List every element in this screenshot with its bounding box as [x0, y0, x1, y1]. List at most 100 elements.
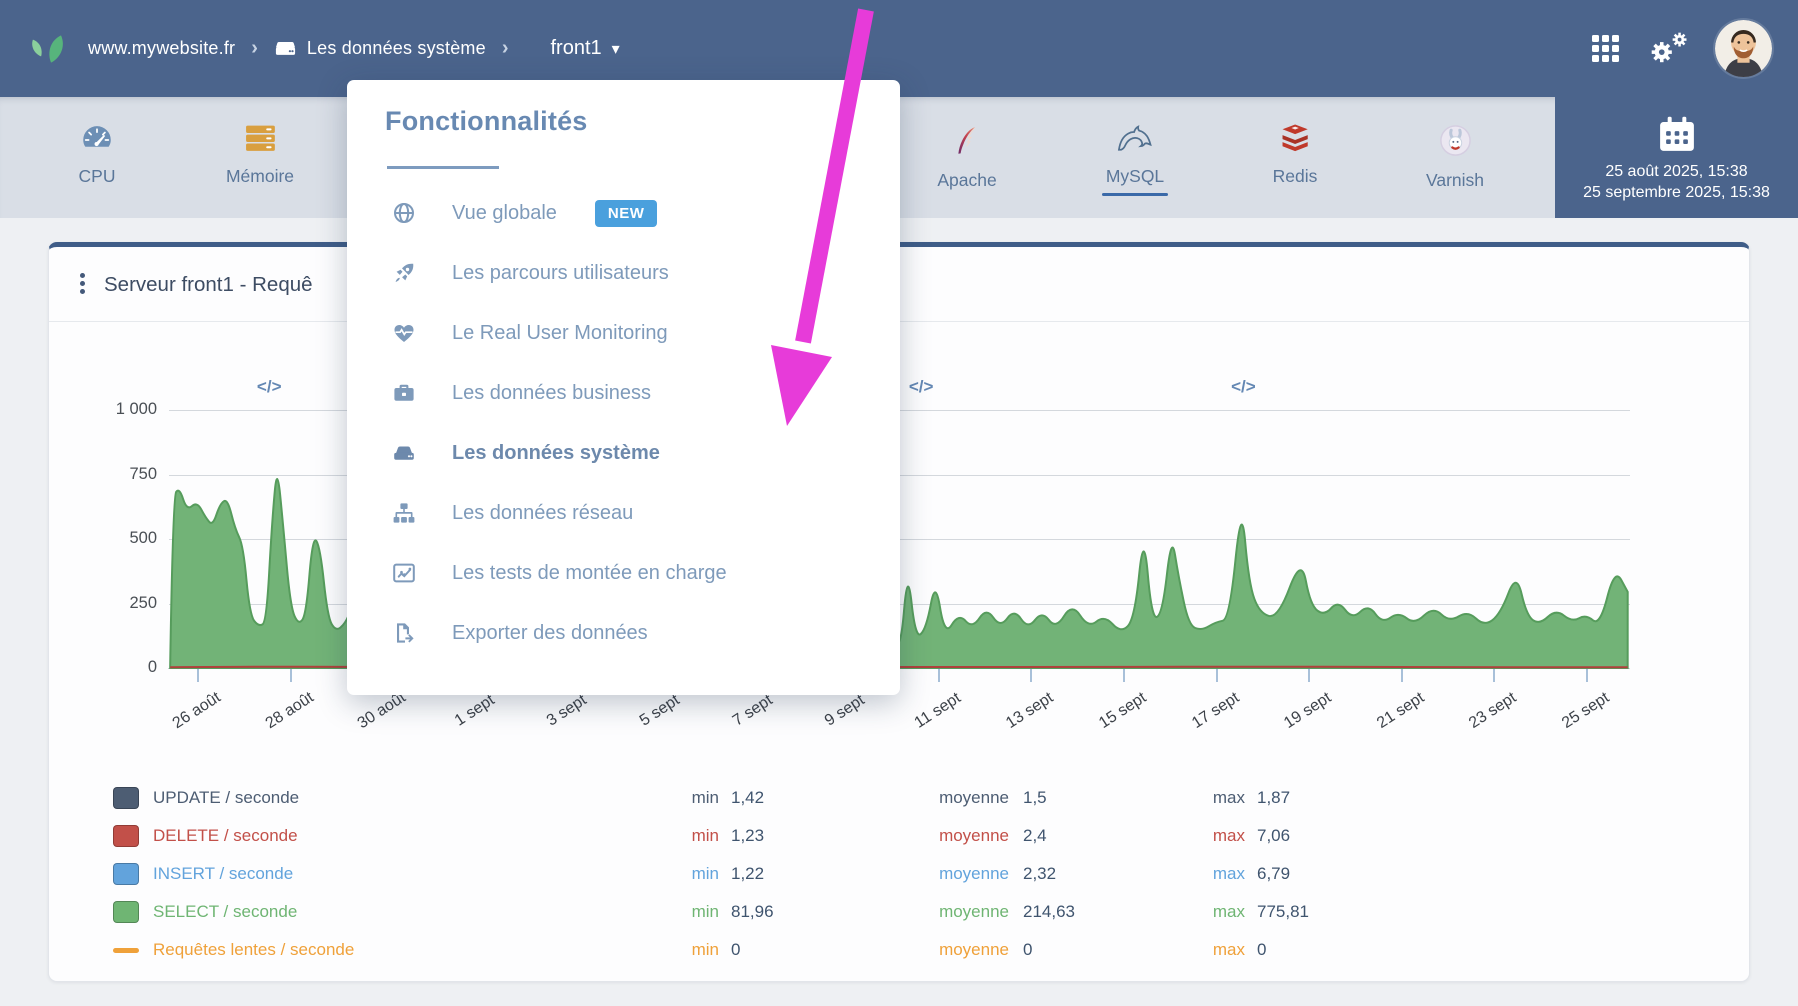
x-axis-tick-label: 15 sept	[1096, 689, 1150, 733]
x-axis-tick	[1123, 669, 1125, 682]
legend-color-chip	[113, 787, 139, 809]
legend-series-label: DELETE / seconde	[153, 826, 298, 845]
title-underline	[387, 166, 499, 169]
breadcrumb-section-label: Les données système	[306, 38, 486, 58]
x-axis-tick-label: 25 sept	[1559, 689, 1613, 733]
stat-label-min: min	[691, 826, 719, 845]
mysql-icon	[1114, 123, 1155, 159]
app-logo-leaf-icon[interactable]	[26, 26, 74, 72]
menu-item-exporter-des-donn-es[interactable]: Exporter des données	[347, 603, 900, 663]
tab-label: Mémoire	[225, 166, 295, 186]
date-range-picker[interactable]: 25 août 2025, 15:38 25 septembre 2025, 1…	[1555, 97, 1798, 218]
x-axis-tick	[197, 669, 199, 682]
chevron-right-icon: ›	[251, 37, 258, 59]
stat-value-moyenne: 2,4	[1023, 826, 1047, 845]
select-series-area	[169, 478, 1629, 669]
legend-row-update[interactable]: UPDATE / seconde min 1,42 moyenne 1,5 max 1,87	[49, 785, 1749, 815]
deployment-marker-code-icon[interactable]: </>	[908, 377, 934, 396]
x-axis-tick	[1400, 669, 1403, 682]
tab-redis[interactable]: Redis	[1272, 123, 1318, 187]
stat-label-moyenne: moyenne	[939, 788, 1009, 807]
menu-item-label: Exporter des données	[452, 621, 648, 644]
x-axis-tick	[1030, 669, 1033, 682]
legend-row-select[interactable]: SELECT / seconde min 81,96 moyenne 214,63 max…	[49, 899, 1749, 929]
x-axis-tick-label: 1 sept	[451, 691, 498, 730]
features-dropdown: Fonctionnalités Vue globale NEW Les parcou…	[347, 80, 900, 695]
menu-item-label: Les parcours utilisateurs	[452, 261, 669, 284]
memory-icon	[241, 123, 278, 159]
server-selector[interactable]: front1 ▾	[524, 37, 619, 60]
tab-mysql[interactable]: MySQL	[1106, 123, 1164, 187]
menu-item-les-parcours-utilisateurs[interactable]: Les parcours utilisateurs	[347, 243, 900, 303]
legend-row-insert[interactable]: INSERT / seconde min 1,22 moyenne 2,32 max 6,7…	[49, 861, 1749, 891]
deployment-marker-code-icon[interactable]: </>	[256, 377, 282, 396]
y-axis-tick-label: 0	[147, 658, 157, 676]
x-axis-tick-label: 17 sept	[1188, 689, 1242, 733]
tab-label: Apache	[937, 170, 997, 190]
y-axis-tick-label: 1 000	[115, 400, 157, 418]
tab-apache[interactable]: Apache	[937, 123, 997, 191]
legend-color-chip	[113, 948, 139, 953]
stat-value-max: 775,81	[1257, 902, 1309, 921]
server-icon	[274, 37, 297, 60]
menu-item-les-donn-es-business[interactable]: Les données business	[347, 363, 900, 423]
user-avatar[interactable]	[1715, 20, 1772, 77]
x-axis-tick-label: 23 sept	[1466, 689, 1520, 733]
globe-icon	[391, 201, 417, 225]
active-tab-indicator	[1102, 193, 1168, 196]
menu-item-label: Les données système	[452, 441, 660, 464]
legend-series-label: SELECT / seconde	[153, 902, 298, 921]
menu-item-vue-globale[interactable]: Vue globale NEW	[347, 183, 900, 243]
menu-item-label: Vue globale	[452, 201, 557, 224]
x-axis-tick-label: 7 sept	[729, 691, 776, 730]
y-axis-tick-label: 750	[129, 464, 157, 483]
x-axis-tick-label: 21 sept	[1373, 689, 1428, 733]
stat-value-min: 81,96	[731, 902, 774, 921]
stat-value-min: 1,42	[731, 788, 765, 807]
stat-label-min: min	[691, 864, 719, 883]
x-axis-tick-label: 13 sept	[1003, 689, 1057, 733]
x-axis-tick-label: 5 sept	[636, 691, 683, 730]
tab-varnish[interactable]: Varnish	[1426, 123, 1484, 191]
tab-cpu[interactable]: CPU	[79, 123, 116, 187]
stat-value-max: 6,79	[1257, 864, 1291, 883]
x-axis-tick-label: 26 août	[169, 688, 224, 733]
stat-label-max: max	[1212, 788, 1245, 807]
menu-item-label: Les données réseau	[452, 501, 634, 524]
stat-label-max: max	[1212, 826, 1245, 845]
heartbeat-icon	[391, 321, 417, 345]
stat-label-min: min	[691, 940, 719, 959]
breadcrumb-section[interactable]: Les données système	[274, 37, 486, 60]
legend-series-label: UPDATE / seconde	[153, 788, 300, 807]
legend-color-chip	[113, 863, 139, 885]
stat-value-max: 1,87	[1257, 788, 1291, 807]
menu-item-les-donn-es-syst-me[interactable]: Les données système	[347, 423, 900, 483]
tab-label: Redis	[1272, 166, 1318, 186]
menu-item-les-donn-es-r-seau[interactable]: Les données réseau	[347, 483, 900, 543]
legend-row-requtes[interactable]: Requêtes lentes / seconde min 0 moyenne 0 max…	[49, 937, 1749, 967]
breadcrumb-site[interactable]: www.mywebsite.fr	[88, 38, 236, 58]
stat-value-moyenne: 1,5	[1023, 788, 1047, 807]
apps-grid-icon[interactable]	[1592, 35, 1619, 62]
tab-label: MySQL	[1105, 166, 1165, 186]
panel-title: Serveur front1 - Requê	[104, 273, 313, 296]
rocket-icon	[391, 261, 417, 285]
panel-menu-kebab-icon[interactable]	[73, 273, 91, 294]
y-axis-tick-label: 250	[129, 593, 157, 612]
export-icon	[391, 621, 417, 645]
settings-gears-icon[interactable]	[1645, 30, 1689, 68]
x-axis-tick-label: 28 août	[262, 688, 317, 733]
stat-label-moyenne: moyenne	[939, 864, 1009, 883]
stat-value-max: 0	[1257, 940, 1267, 959]
legend-row-delete[interactable]: DELETE / seconde min 1,23 moyenne 2,4 max 7,06	[49, 823, 1749, 853]
x-axis-tick-label: 11 sept	[911, 689, 964, 732]
x-axis-tick	[1308, 669, 1311, 682]
menu-item-le-real-user-monitoring[interactable]: Le Real User Monitoring	[347, 303, 900, 363]
stat-label-moyenne: moyenne	[939, 940, 1009, 959]
stat-value-moyenne: 0	[1023, 940, 1033, 959]
y-axis-tick-label: 500	[129, 529, 157, 547]
menu-item-les-tests-de-mont-e-en-charge[interactable]: Les tests de montée en charge	[347, 543, 900, 603]
deployment-marker-code-icon[interactable]: </>	[1231, 377, 1256, 396]
tab-mémoire[interactable]: Mémoire	[226, 123, 294, 187]
